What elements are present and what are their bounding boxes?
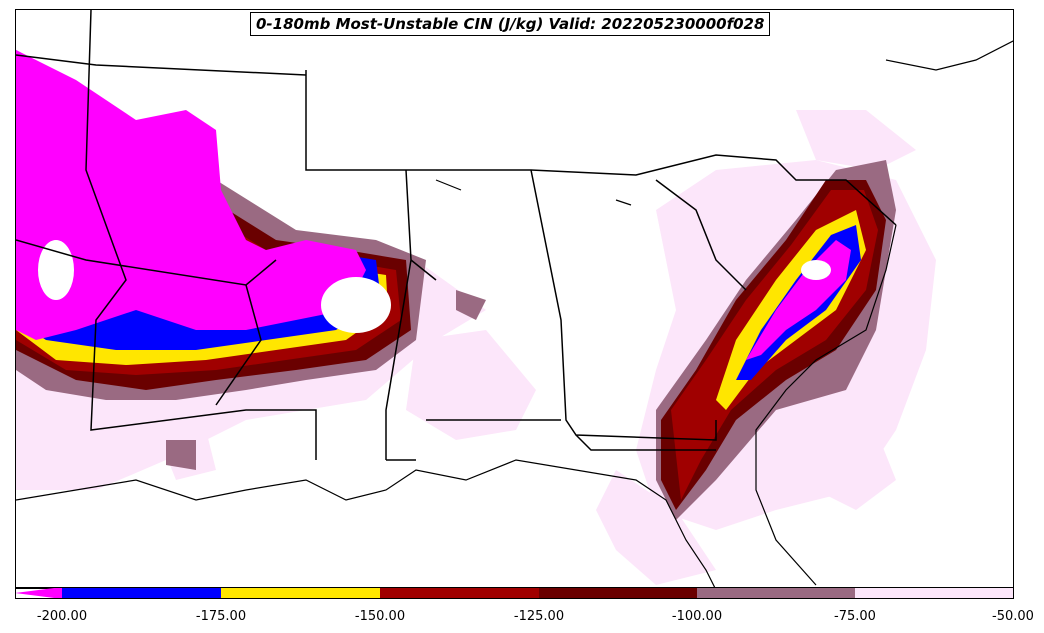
colorbar-tick-label: -50.00 [992,609,1034,624]
colorbar-bin-5 [697,587,855,599]
colorbar-tick-label: -150.00 [354,609,406,624]
colorbar-bin-4 [539,587,697,599]
map-title: 0-180mb Most-Unstable CIN (J/kg) Valid: … [250,12,771,36]
colorbar-tick-label: -75.00 [834,609,876,624]
colorbar-extend-low [15,587,62,599]
coastlines [16,40,1013,588]
map-panel [15,9,1014,589]
colorbar-tick-label: -175.00 [195,609,247,624]
colorbar-bin-2 [221,587,380,599]
colorbar-tick-label: -200.00 [36,609,88,624]
colorbar-outline [15,587,1014,599]
colorbar [15,587,1014,599]
colorbar-bin-1 [62,587,221,599]
colorbar-bin-3 [380,587,539,599]
colorbar-bin-6 [855,587,1013,599]
colorbar-tick-label: -100.00 [671,609,723,624]
cin-layer-holes [38,240,831,333]
state-boundaries [16,10,897,461]
colorbar-tick-label: -125.00 [513,609,565,624]
cin-map [16,10,1013,588]
